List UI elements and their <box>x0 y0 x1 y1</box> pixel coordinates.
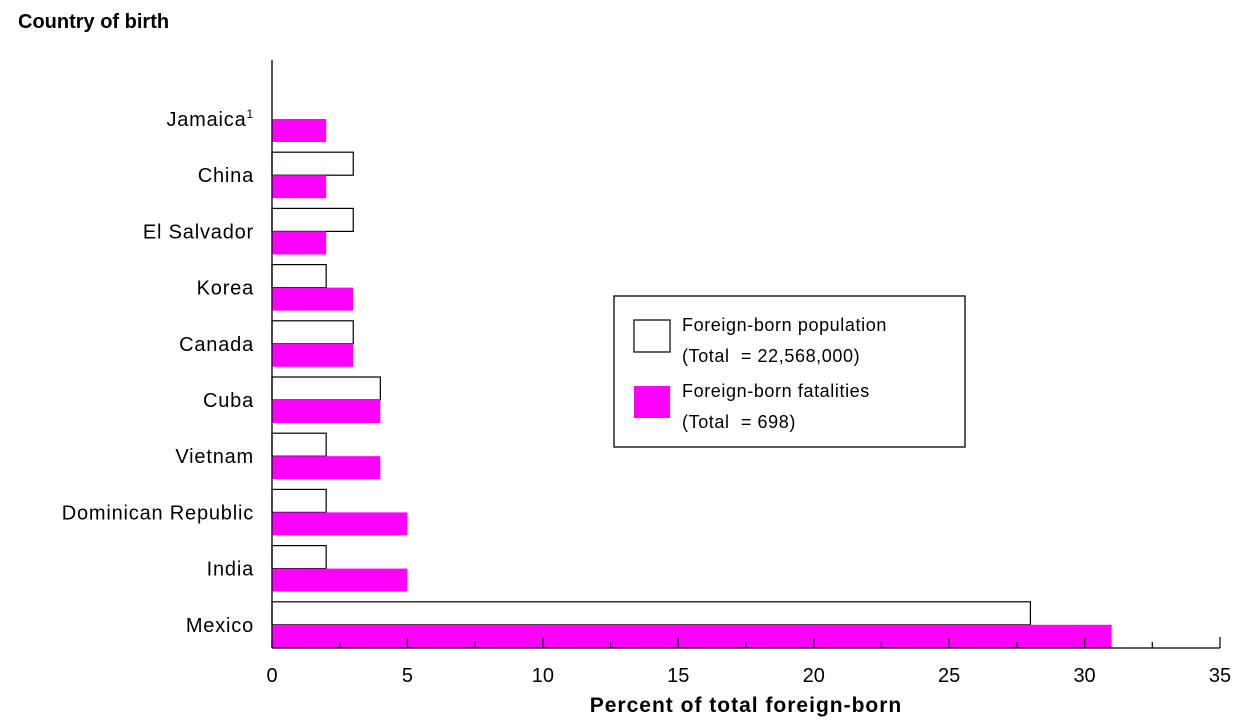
category-label: Vietnam <box>175 446 254 468</box>
category-label: Korea <box>197 278 254 300</box>
bar-population-canada <box>271 320 354 345</box>
bar-population-cuba <box>271 376 381 401</box>
bar-fatalities-china <box>272 175 327 199</box>
bar-fatalities-canada <box>272 343 354 367</box>
x-tick-label: 0 <box>266 665 277 687</box>
bar-fatalities-cuba <box>272 400 381 423</box>
bar-fatalities-vietnam <box>272 456 381 480</box>
bar-population-dominican-republic <box>271 488 327 513</box>
category-labels: Jamaica1 China El Salvador Korea Canada Cuba V… <box>62 107 254 637</box>
legend-label-population-line1: Foreign-born population <box>682 315 887 335</box>
x-tick-label: 25 <box>938 665 960 687</box>
bar-fatalities-el-salvador <box>272 231 327 255</box>
legend-label-fatalities-line1: Foreign-born fatalities <box>682 381 870 401</box>
x-tick-label: 30 <box>1073 665 1095 687</box>
bars-group <box>271 119 1112 648</box>
y-axis-title: Country of birth <box>18 11 169 33</box>
category-label: Cuba <box>203 390 254 412</box>
legend-swatch-fatalities <box>634 386 670 418</box>
bar-fatalities-mexico <box>272 624 1112 648</box>
legend-label-fatalities-line2: (Total = 698) <box>682 412 796 432</box>
x-tick-label: 10 <box>532 665 554 687</box>
category-label: China <box>198 165 254 187</box>
x-tick-label: 20 <box>803 665 825 687</box>
x-tick-label: 15 <box>667 665 689 687</box>
legend-label-population-line2: (Total = 22,568,000) <box>682 346 860 366</box>
legend: Foreign-born population (Total = 22,568,… <box>613 295 966 448</box>
bar-population-india <box>271 544 327 570</box>
x-axis-label: Percent of total foreign-born <box>590 694 903 717</box>
bar-fatalities-dominican-republic <box>272 512 408 536</box>
bar-population-el-salvador <box>271 207 354 232</box>
bar-population-vietnam <box>271 432 327 457</box>
legend-swatch-population <box>633 319 671 353</box>
category-label: India <box>207 559 254 581</box>
x-tick-label: 5 <box>402 665 413 687</box>
legend-box <box>613 295 966 448</box>
category-label: Jamaica1 <box>166 107 254 131</box>
category-label: Dominican Republic <box>62 502 254 524</box>
x-tick-label: 35 <box>1209 665 1231 687</box>
x-axis-ticks: 0 5 10 15 20 25 30 35 <box>266 637 1231 687</box>
bar-fatalities-jamaica <box>272 119 327 142</box>
bar-fatalities-india <box>272 568 408 592</box>
category-label: Canada <box>179 334 254 356</box>
bar-population-china <box>271 151 354 176</box>
category-label: El Salvador <box>143 221 254 243</box>
bar-fatalities-korea <box>272 287 354 311</box>
bar-population-mexico <box>271 601 1032 626</box>
bar-population-korea <box>271 264 327 289</box>
category-label: Mexico <box>186 615 254 637</box>
